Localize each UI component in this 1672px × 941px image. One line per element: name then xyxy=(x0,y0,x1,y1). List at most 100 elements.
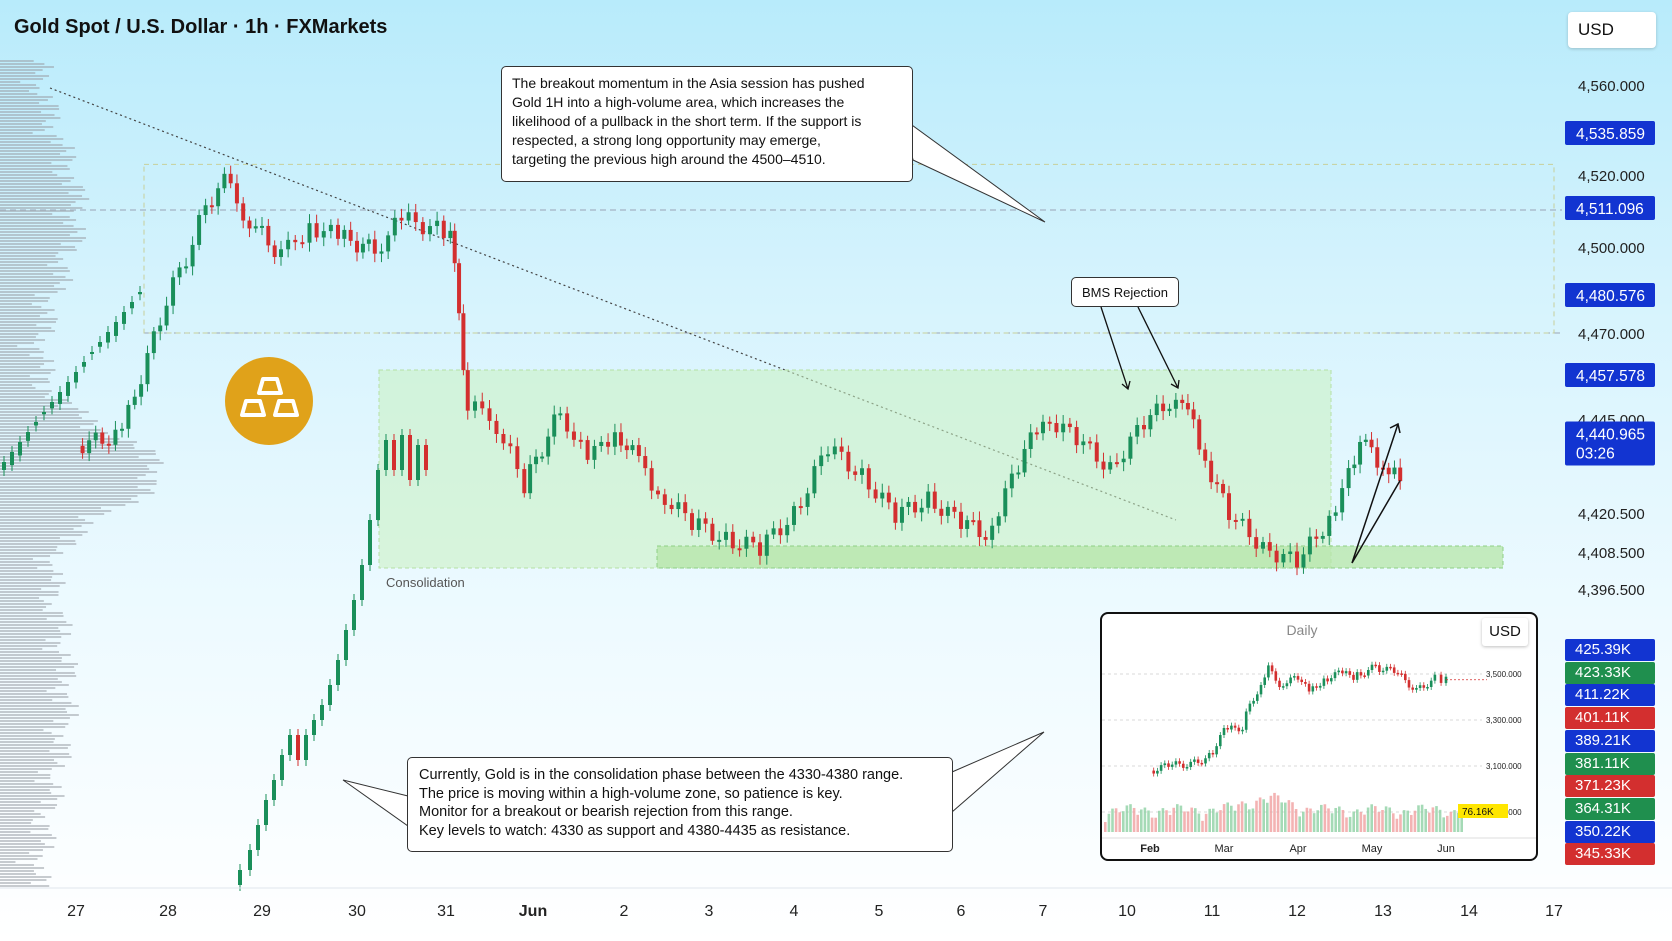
candle xyxy=(812,466,817,494)
candle xyxy=(1128,436,1133,459)
volume-profile-bar xyxy=(0,495,138,497)
current-price-label: 4,440.965 xyxy=(1576,426,1645,443)
volume-profile-bar xyxy=(0,642,61,644)
currency-selector[interactable]: USD xyxy=(1568,12,1656,48)
candle xyxy=(724,531,728,540)
candle xyxy=(368,520,372,565)
volume-profile-bar xyxy=(0,723,69,725)
candle xyxy=(293,239,298,243)
candle xyxy=(558,413,563,416)
volume-profile-bar xyxy=(0,573,64,575)
inset-volume-bar xyxy=(1122,811,1125,832)
candle xyxy=(1398,467,1403,482)
volume-profile-bar xyxy=(0,711,68,713)
note-line: The breakout momentum in the Asia sessio… xyxy=(512,75,865,91)
inset-volume-bar xyxy=(1449,811,1453,832)
inset-volume-bar xyxy=(1312,813,1316,832)
candle xyxy=(1209,460,1214,483)
volume-profile-bar xyxy=(0,105,59,107)
callout-pointer xyxy=(342,779,409,827)
candle xyxy=(10,452,14,466)
note-line: The price is moving within a high-volume… xyxy=(419,785,843,802)
candle xyxy=(1363,439,1368,442)
inset-candle xyxy=(1152,770,1155,774)
candle xyxy=(90,352,94,355)
volume-profile-bar xyxy=(0,804,58,806)
candle xyxy=(82,362,86,367)
volume-profile-bar xyxy=(0,156,77,158)
candle xyxy=(1121,458,1126,463)
volume-profile-bar xyxy=(0,519,86,521)
candle xyxy=(1247,518,1252,538)
candle xyxy=(1314,536,1319,539)
volume-profile-bar xyxy=(0,693,68,695)
candle xyxy=(703,518,708,524)
candle xyxy=(1154,403,1159,416)
inset-volume-bar xyxy=(1262,799,1265,832)
volume-profile-bar xyxy=(0,297,50,299)
candle xyxy=(114,322,118,336)
inset-volume-bar xyxy=(1111,808,1114,832)
volume-profile-bar xyxy=(0,837,57,839)
volume-profile-bar xyxy=(0,885,50,887)
volume-profile-bar xyxy=(0,117,61,119)
inset-candle xyxy=(1385,666,1389,671)
inset-volume-bar xyxy=(1302,811,1305,832)
inset-candle xyxy=(1407,680,1411,688)
inset-candle xyxy=(1367,669,1370,676)
note-line: likelihood of a pullback in the short te… xyxy=(512,113,862,129)
volume-profile-bar xyxy=(0,795,65,797)
volume-tag: 364.31K xyxy=(1565,797,1655,820)
candle xyxy=(413,212,418,223)
candle xyxy=(690,513,694,530)
volume-profile-bar xyxy=(0,312,48,314)
projection-arrowhead xyxy=(1389,422,1401,434)
volume-profile-bar xyxy=(0,513,105,515)
volume-profile-bar xyxy=(0,582,66,584)
candle xyxy=(424,445,428,470)
candle xyxy=(771,528,776,535)
volume-profile-bar xyxy=(0,750,50,752)
volume-profile-bar xyxy=(0,627,59,629)
price-tag xyxy=(1565,283,1655,307)
candle xyxy=(1227,493,1231,520)
candle xyxy=(435,220,440,227)
y-tick-label: 4,560.000 xyxy=(1578,78,1645,95)
price-tag-label: 4,457.578 xyxy=(1576,368,1645,385)
candle xyxy=(238,870,242,885)
candle xyxy=(798,506,803,509)
candle xyxy=(669,504,674,510)
volume-profile-bar xyxy=(0,261,59,263)
x-tick-label: 31 xyxy=(437,903,455,920)
volume-profile-bar xyxy=(0,315,40,317)
candle xyxy=(1197,419,1202,450)
inset-currency-selector[interactable]: USD xyxy=(1482,618,1528,646)
inset-candle xyxy=(1307,683,1311,692)
volume-profile-bar xyxy=(0,177,75,179)
candle xyxy=(1203,449,1208,461)
candle xyxy=(1009,473,1014,489)
volume-profile-bar xyxy=(0,864,34,866)
candle xyxy=(710,523,715,541)
volume-profile-bar xyxy=(0,810,35,812)
candle xyxy=(1054,423,1059,433)
volume-profile-bar xyxy=(0,360,55,362)
candle xyxy=(952,506,957,512)
x-tick-label: 30 xyxy=(348,903,366,920)
inset-volume-bar xyxy=(1168,814,1172,832)
inset-candle xyxy=(1207,752,1211,759)
candle xyxy=(1267,542,1272,551)
candle xyxy=(100,432,105,444)
inset-candle xyxy=(1318,685,1322,688)
candle xyxy=(300,242,305,245)
inset-candle xyxy=(1222,727,1226,736)
candle xyxy=(1034,432,1039,435)
volume-profile-bar xyxy=(0,180,71,182)
y-tick-label: 4,500.000 xyxy=(1578,240,1645,257)
candle xyxy=(328,685,332,705)
candle xyxy=(805,493,810,507)
inset-volume-bar xyxy=(1417,805,1420,832)
volume-profile-bar xyxy=(0,399,68,401)
candle xyxy=(1340,488,1345,513)
note-line: Monitor for a breakout or bearish reject… xyxy=(419,804,793,820)
